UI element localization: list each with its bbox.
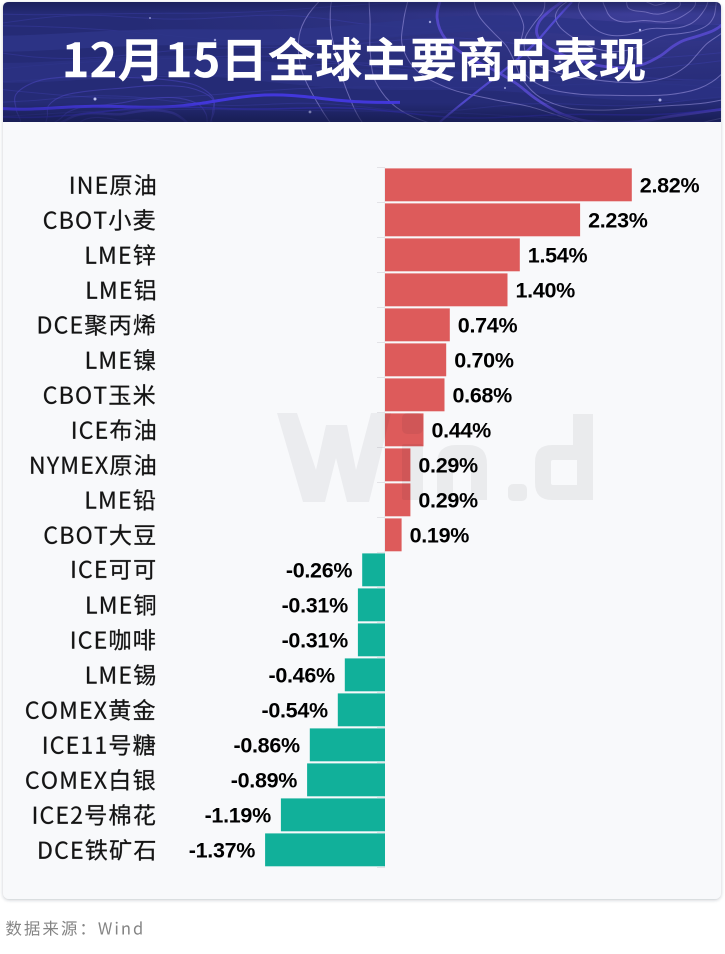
svg-text:0.70%: 0.70% — [454, 349, 514, 373]
svg-text:0.44%: 0.44% — [432, 419, 492, 443]
svg-text:-0.26%: -0.26% — [286, 559, 353, 583]
svg-text:-1.37%: -1.37% — [189, 839, 256, 863]
svg-text:0.29%: 0.29% — [418, 454, 478, 478]
svg-text:-0.31%: -0.31% — [282, 629, 349, 653]
svg-text:0.19%: 0.19% — [410, 524, 470, 548]
svg-text:-0.86%: -0.86% — [233, 734, 300, 758]
svg-text:0.68%: 0.68% — [453, 384, 513, 408]
svg-text:0.29%: 0.29% — [418, 489, 478, 513]
svg-text:1.40%: 1.40% — [516, 279, 576, 303]
svg-text:0.74%: 0.74% — [458, 314, 518, 338]
svg-text:2.82%: 2.82% — [640, 174, 700, 198]
svg-text:-0.54%: -0.54% — [261, 699, 328, 723]
svg-text:-0.46%: -0.46% — [268, 664, 335, 688]
svg-text:1.54%: 1.54% — [528, 244, 588, 268]
svg-text:-0.31%: -0.31% — [282, 594, 349, 618]
svg-text:-0.89%: -0.89% — [231, 769, 298, 793]
svg-text:-1.19%: -1.19% — [205, 804, 272, 828]
svg-text:2.23%: 2.23% — [588, 209, 648, 233]
